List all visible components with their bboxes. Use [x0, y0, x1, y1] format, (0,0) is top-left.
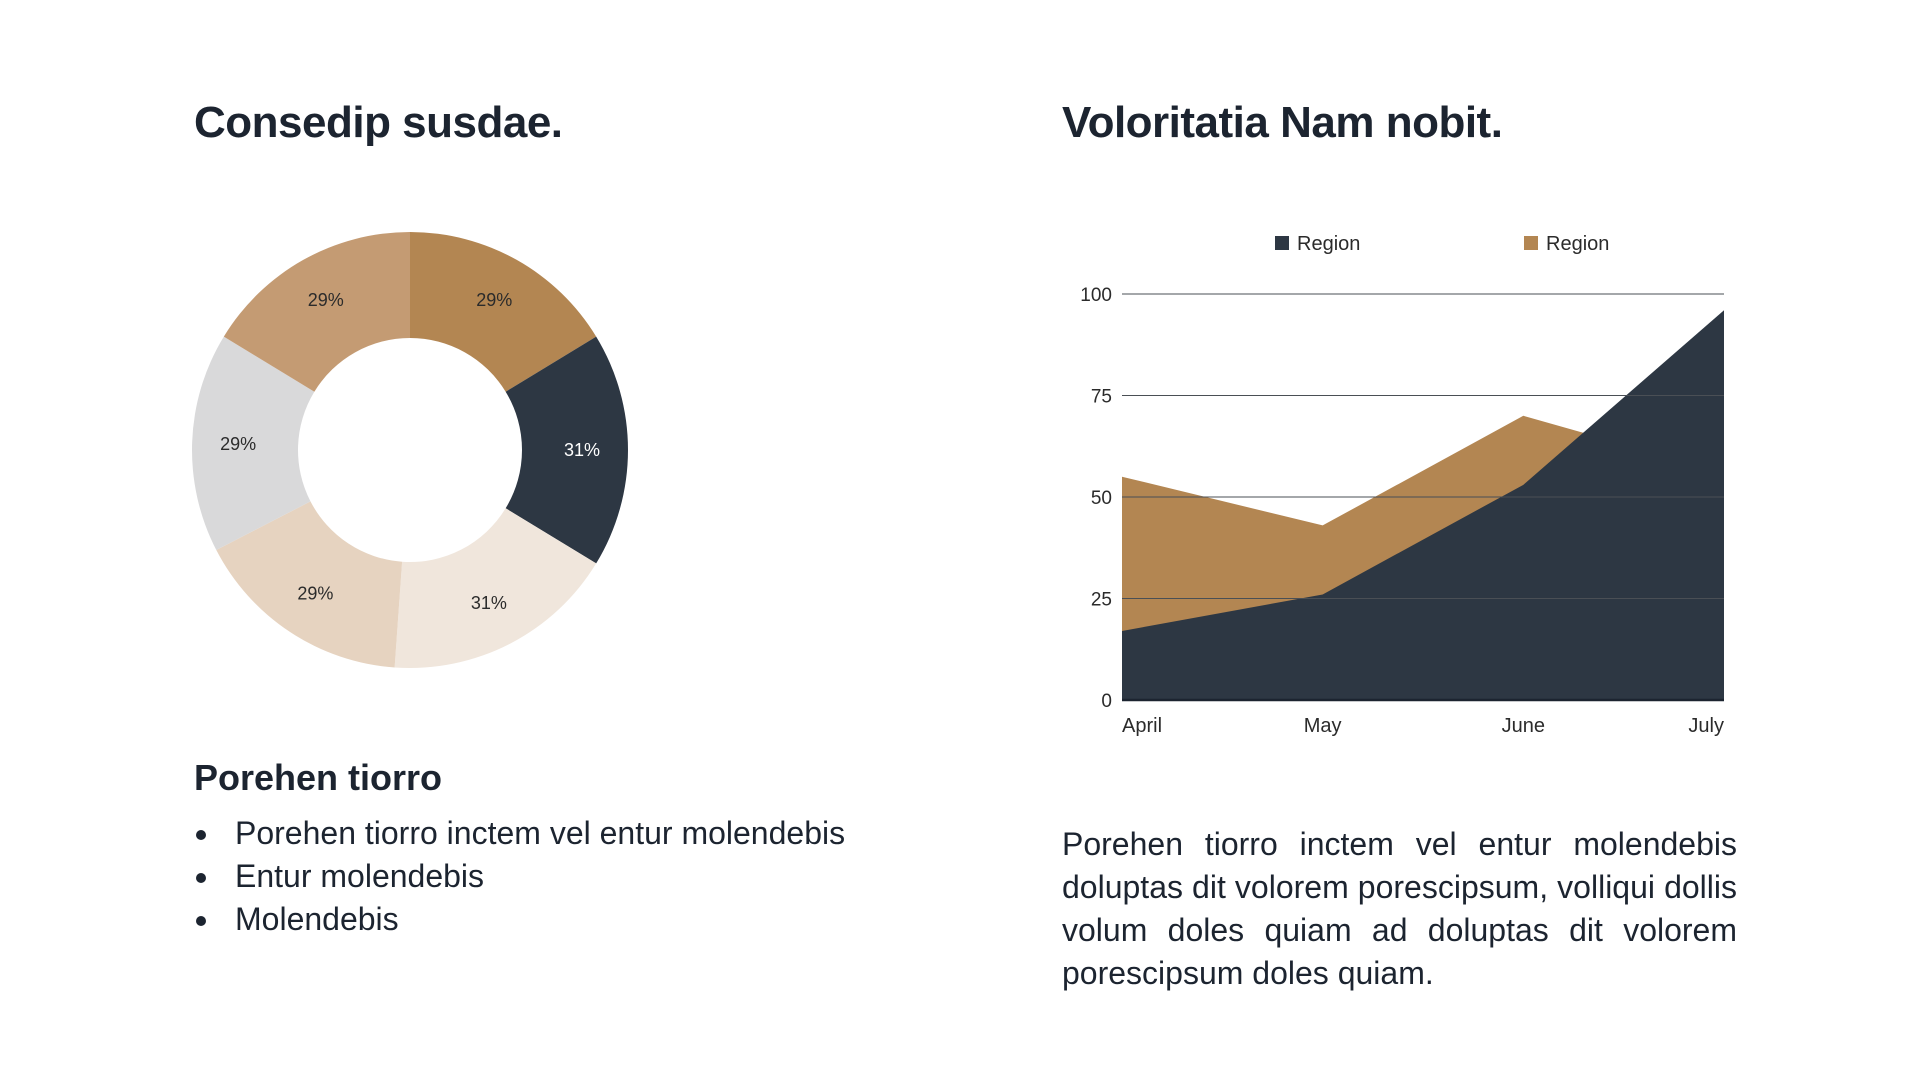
x-tick-label: May: [1304, 715, 1342, 737]
area-chart-title: Voloritatia Nam nobit.: [1062, 98, 1503, 147]
donut-slice-label: 29%: [476, 290, 512, 310]
donut-slice: [192, 336, 315, 550]
y-tick-label: 75: [1091, 387, 1112, 408]
donut-slice-label: 29%: [308, 290, 344, 310]
y-tick-label: 100: [1080, 285, 1112, 306]
legend-label: Region: [1546, 233, 1609, 255]
donut-chart-title: Consedip susdae.: [194, 98, 563, 147]
bullet-list: Porehen tiorro inctem vel entur molendeb…: [194, 812, 845, 941]
bullet-item: Molendebis: [194, 898, 845, 941]
donut-chart: 29% 31% 31% 29% 29% 29%: [192, 232, 628, 668]
donut-slice: [216, 501, 403, 668]
donut-slice-label: 29%: [297, 584, 333, 604]
donut-slice: [394, 508, 597, 668]
donut-slice: [505, 336, 628, 564]
donut-slice: [410, 232, 597, 392]
legend-label: Region: [1297, 233, 1360, 255]
description-paragraph: Porehen tiorro inctem vel entur molendeb…: [1062, 826, 1737, 991]
legend-swatch: [1524, 236, 1538, 250]
donut-slice: [223, 232, 410, 392]
x-tick-label: July: [1688, 715, 1724, 737]
legend-swatch: [1275, 236, 1289, 250]
donut-slice-label: 31%: [471, 593, 507, 613]
bullet-item: Entur molendebis: [194, 855, 845, 898]
donut-slice-label: 31%: [564, 440, 600, 460]
x-tick-label: April: [1122, 715, 1162, 737]
area-series: [1122, 310, 1724, 700]
y-tick-label: 0: [1101, 691, 1112, 712]
y-tick-label: 50: [1091, 488, 1112, 509]
area-chart: 0 25 50 75 100 April May June July Region Region: [1080, 233, 1724, 737]
bullet-item: Porehen tiorro inctem vel entur molendeb…: [194, 812, 845, 855]
section-heading: Porehen tiorro: [194, 757, 443, 798]
y-tick-label: 25: [1091, 590, 1112, 611]
x-tick-label: June: [1502, 715, 1545, 737]
donut-slice-label: 29%: [220, 434, 256, 454]
